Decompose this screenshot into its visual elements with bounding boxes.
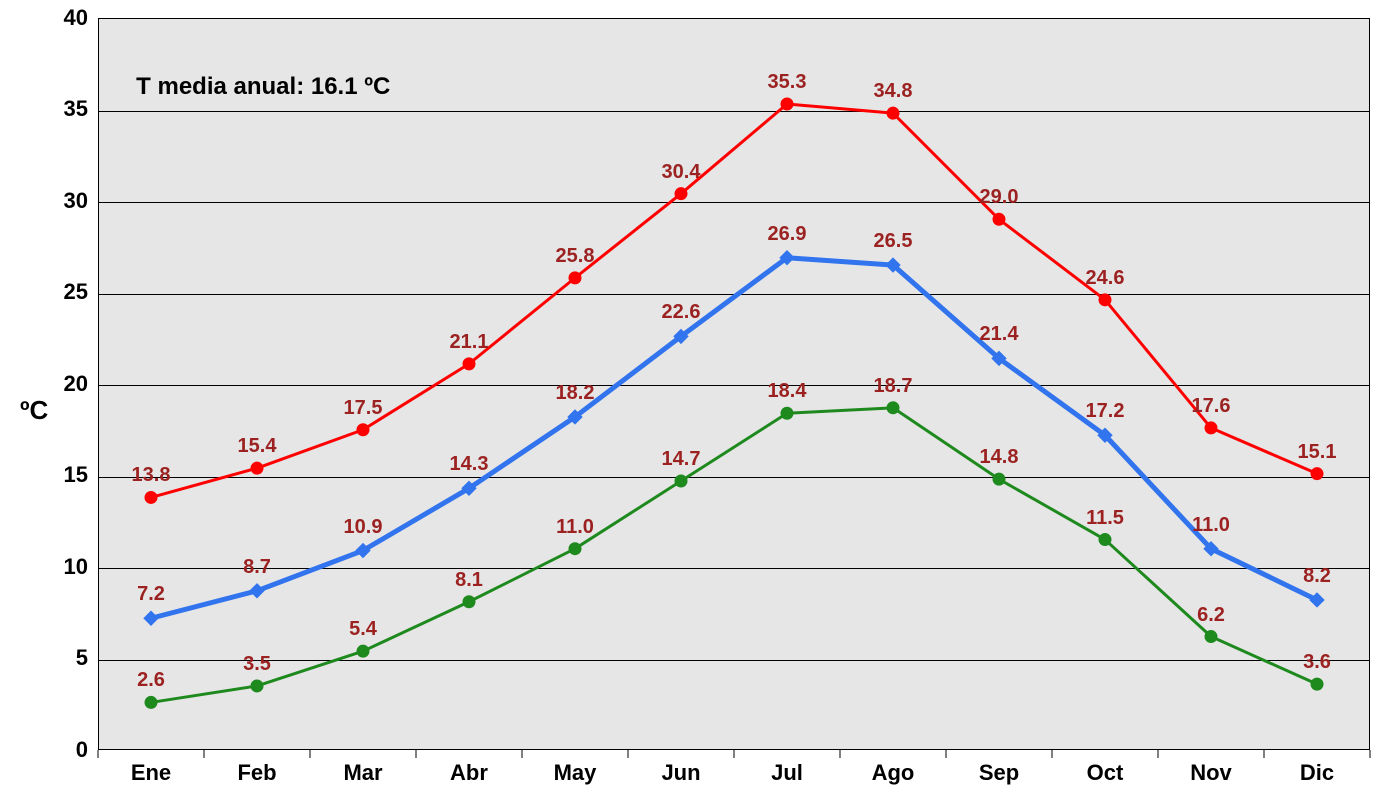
marker [1311, 468, 1323, 480]
y-tick-label: 25 [64, 279, 88, 305]
data-label: 14.3 [450, 453, 489, 476]
data-label: 34.8 [874, 80, 913, 103]
data-label: 17.5 [344, 397, 383, 420]
data-label: 15.1 [1298, 441, 1337, 464]
x-tick-label: May [535, 760, 615, 786]
x-tick-label: Ene [111, 760, 191, 786]
data-label: 29.0 [980, 186, 1019, 209]
data-label: 35.3 [768, 71, 807, 94]
marker [144, 611, 158, 625]
data-label: 6.2 [1197, 604, 1225, 627]
x-tick-label: Jul [747, 760, 827, 786]
data-label: 10.9 [344, 516, 383, 539]
series-line-tmean [151, 258, 1317, 619]
x-tick-label: Sep [959, 760, 1039, 786]
y-tick-label: 0 [76, 737, 88, 763]
data-label: 3.6 [1303, 651, 1331, 674]
marker [993, 213, 1005, 225]
data-label: 5.4 [349, 618, 377, 641]
data-label: 3.5 [243, 653, 271, 676]
data-label: 18.4 [768, 380, 807, 403]
marker [1205, 422, 1217, 434]
data-label: 8.1 [455, 569, 483, 592]
data-label: 8.7 [243, 556, 271, 579]
chart-svg [0, 0, 1394, 804]
y-tick-label: 10 [64, 554, 88, 580]
y-axis-title: ºC [20, 395, 48, 426]
data-label: 11.0 [556, 516, 594, 539]
marker [1311, 678, 1323, 690]
marker [887, 402, 899, 414]
y-tick-label: 30 [64, 188, 88, 214]
data-label: 21.1 [450, 331, 489, 354]
data-label: 11.5 [1086, 507, 1124, 530]
data-label: 14.7 [662, 448, 701, 471]
data-label: 7.2 [137, 583, 165, 606]
marker [569, 543, 581, 555]
x-tick-label: Feb [217, 760, 297, 786]
x-tick-label: Mar [323, 760, 403, 786]
marker [251, 462, 263, 474]
marker [675, 188, 687, 200]
data-label: 14.8 [980, 446, 1019, 469]
marker [993, 473, 1005, 485]
annotation-mean-temp: T media anual: 16.1 ºC [136, 73, 390, 101]
marker [781, 407, 793, 419]
data-label: 25.8 [556, 245, 595, 268]
series-line-tmax [151, 104, 1317, 497]
x-tick-label: Dic [1277, 760, 1357, 786]
data-label: 30.4 [662, 161, 701, 184]
data-label: 8.2 [1303, 565, 1331, 588]
x-tick-label: Ago [853, 760, 933, 786]
data-label: 2.6 [137, 669, 165, 692]
data-label: 17.2 [1086, 400, 1125, 423]
x-tick-label: Oct [1065, 760, 1145, 786]
marker [145, 696, 157, 708]
marker [1205, 631, 1217, 643]
data-label: 11.0 [1192, 514, 1230, 537]
temperature-chart: ºC T media anual: 16.1 ºC 0 5 10 15 20 25 30 35… [0, 0, 1394, 804]
data-label: 18.2 [556, 382, 595, 405]
y-tick-label: 20 [64, 371, 88, 397]
marker [357, 424, 369, 436]
y-tick-label: 15 [64, 462, 88, 488]
data-label: 26.5 [874, 230, 913, 253]
x-tick-label: Nov [1171, 760, 1251, 786]
marker [569, 272, 581, 284]
data-label: 26.9 [768, 223, 807, 246]
marker [251, 680, 263, 692]
data-label: 21.4 [980, 323, 1019, 346]
marker [675, 475, 687, 487]
marker [1099, 534, 1111, 546]
data-label: 24.6 [1086, 267, 1125, 290]
marker [250, 584, 264, 598]
y-tick-label: 5 [76, 645, 88, 671]
data-label: 18.7 [874, 375, 913, 398]
marker [463, 596, 475, 608]
series-line-tmin [151, 408, 1317, 703]
y-tick-label: 40 [64, 5, 88, 31]
marker [145, 491, 157, 503]
data-label: 15.4 [238, 435, 277, 458]
x-tick-label: Jun [641, 760, 721, 786]
x-tick-label: Abr [429, 760, 509, 786]
marker [463, 358, 475, 370]
data-label: 22.6 [662, 301, 701, 324]
marker [1099, 294, 1111, 306]
marker [887, 107, 899, 119]
data-label: 13.8 [132, 464, 171, 487]
data-label: 17.6 [1192, 395, 1231, 418]
marker [357, 645, 369, 657]
marker [781, 98, 793, 110]
y-tick-label: 35 [64, 96, 88, 122]
